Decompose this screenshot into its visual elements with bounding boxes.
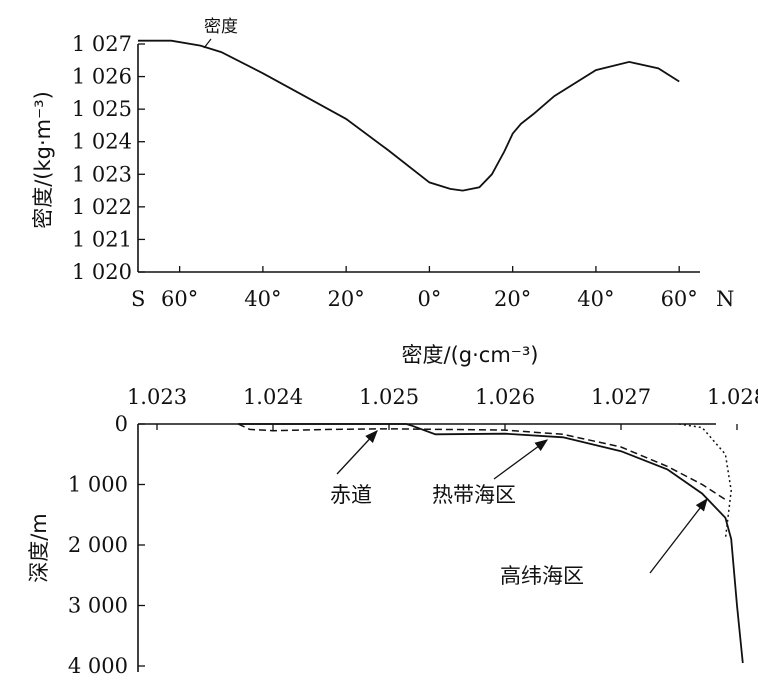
top-x-tick-label: 20° (328, 287, 365, 311)
top-y-tick-label: 1 027 (72, 32, 132, 56)
bottom-x-tick-labels: 1.023 1.024 1.025 1.026 1.027 1.028 (127, 385, 758, 409)
top-series-leader (203, 38, 212, 49)
top-y-tick-label: 1 023 (72, 162, 132, 186)
chart-top: 1 020 1 021 1 022 1 023 1 024 1 025 1 026 1 027… (31, 17, 734, 311)
top-series-label: 密度 (204, 17, 238, 37)
bottom-y-tick-label: 4 000 (68, 654, 128, 678)
bottom-y-tick-label: 1 000 (68, 473, 128, 497)
bottom-y-axis-label: 深度/m (27, 513, 51, 583)
bottom-x-axis-label: 密度/(g·cm⁻³) (402, 343, 539, 367)
top-y-tick-label: 1 025 (72, 97, 132, 121)
top-x-tick-labels: 60° 40° 20° 0° 20° 40° 60° (161, 287, 698, 311)
bottom-y-tick-label: 3 000 (68, 594, 128, 618)
bottom-x-tick-label: 1.027 (591, 385, 651, 409)
equator-label: 赤道 (330, 483, 372, 507)
top-x-tick-label: 0° (417, 287, 441, 311)
bottom-x-tick-label: 1.026 (475, 385, 535, 409)
tropical-arrow (493, 439, 549, 480)
equator-arrow (336, 430, 378, 475)
bottom-x-tick-label: 1.024 (243, 385, 303, 409)
bottom-y-tick-label: 0 (115, 412, 128, 436)
top-x-end-label: N (716, 287, 734, 311)
bottom-y-tick-label: 2 000 (68, 533, 128, 557)
top-y-tick-labels: 1 020 1 021 1 022 1 023 1 024 1 025 1 026 1 027 (72, 32, 132, 284)
bottom-y-tick-labels: 0 1 000 2 000 3 000 4 000 (68, 412, 128, 678)
high-latitude-label: 高纬海区 (500, 564, 584, 588)
top-y-ticks (138, 43, 680, 273)
top-y-axis-label: 密度/(kg·m⁻³) (31, 91, 55, 229)
high-latitude-density-line (678, 423, 732, 540)
top-y-tick-label: 1 020 (72, 260, 132, 284)
top-y-tick-label: 1 026 (72, 65, 132, 89)
bottom-x-tick-label: 1.023 (127, 385, 187, 409)
top-x-tick-label: 20° (494, 287, 531, 311)
high-latitude-arrow (649, 497, 708, 574)
top-x-start-label: S (131, 287, 145, 311)
bottom-x-tick-label: 1.028 (707, 385, 758, 409)
bottom-x-tick-label: 1.025 (359, 385, 419, 409)
top-y-tick-label: 1 024 (72, 130, 132, 154)
equator-density-line (238, 423, 744, 664)
top-density-line (138, 39, 680, 192)
chart-bottom: 密度/(g·cm⁻³) 1.023 1.024 1.025 1.026 1.027 1.0… (27, 343, 758, 678)
top-y-tick-label: 1 021 (72, 227, 132, 251)
top-x-tick-label: 40° (244, 287, 281, 311)
tropical-label: 热带海区 (432, 483, 516, 507)
tropical-density-line (237, 423, 726, 501)
bottom-ticks (138, 423, 738, 667)
top-x-tick-label: 60° (661, 287, 698, 311)
top-x-tick-label: 60° (161, 287, 198, 311)
top-y-tick-label: 1 022 (72, 195, 132, 219)
top-x-tick-label: 40° (577, 287, 614, 311)
